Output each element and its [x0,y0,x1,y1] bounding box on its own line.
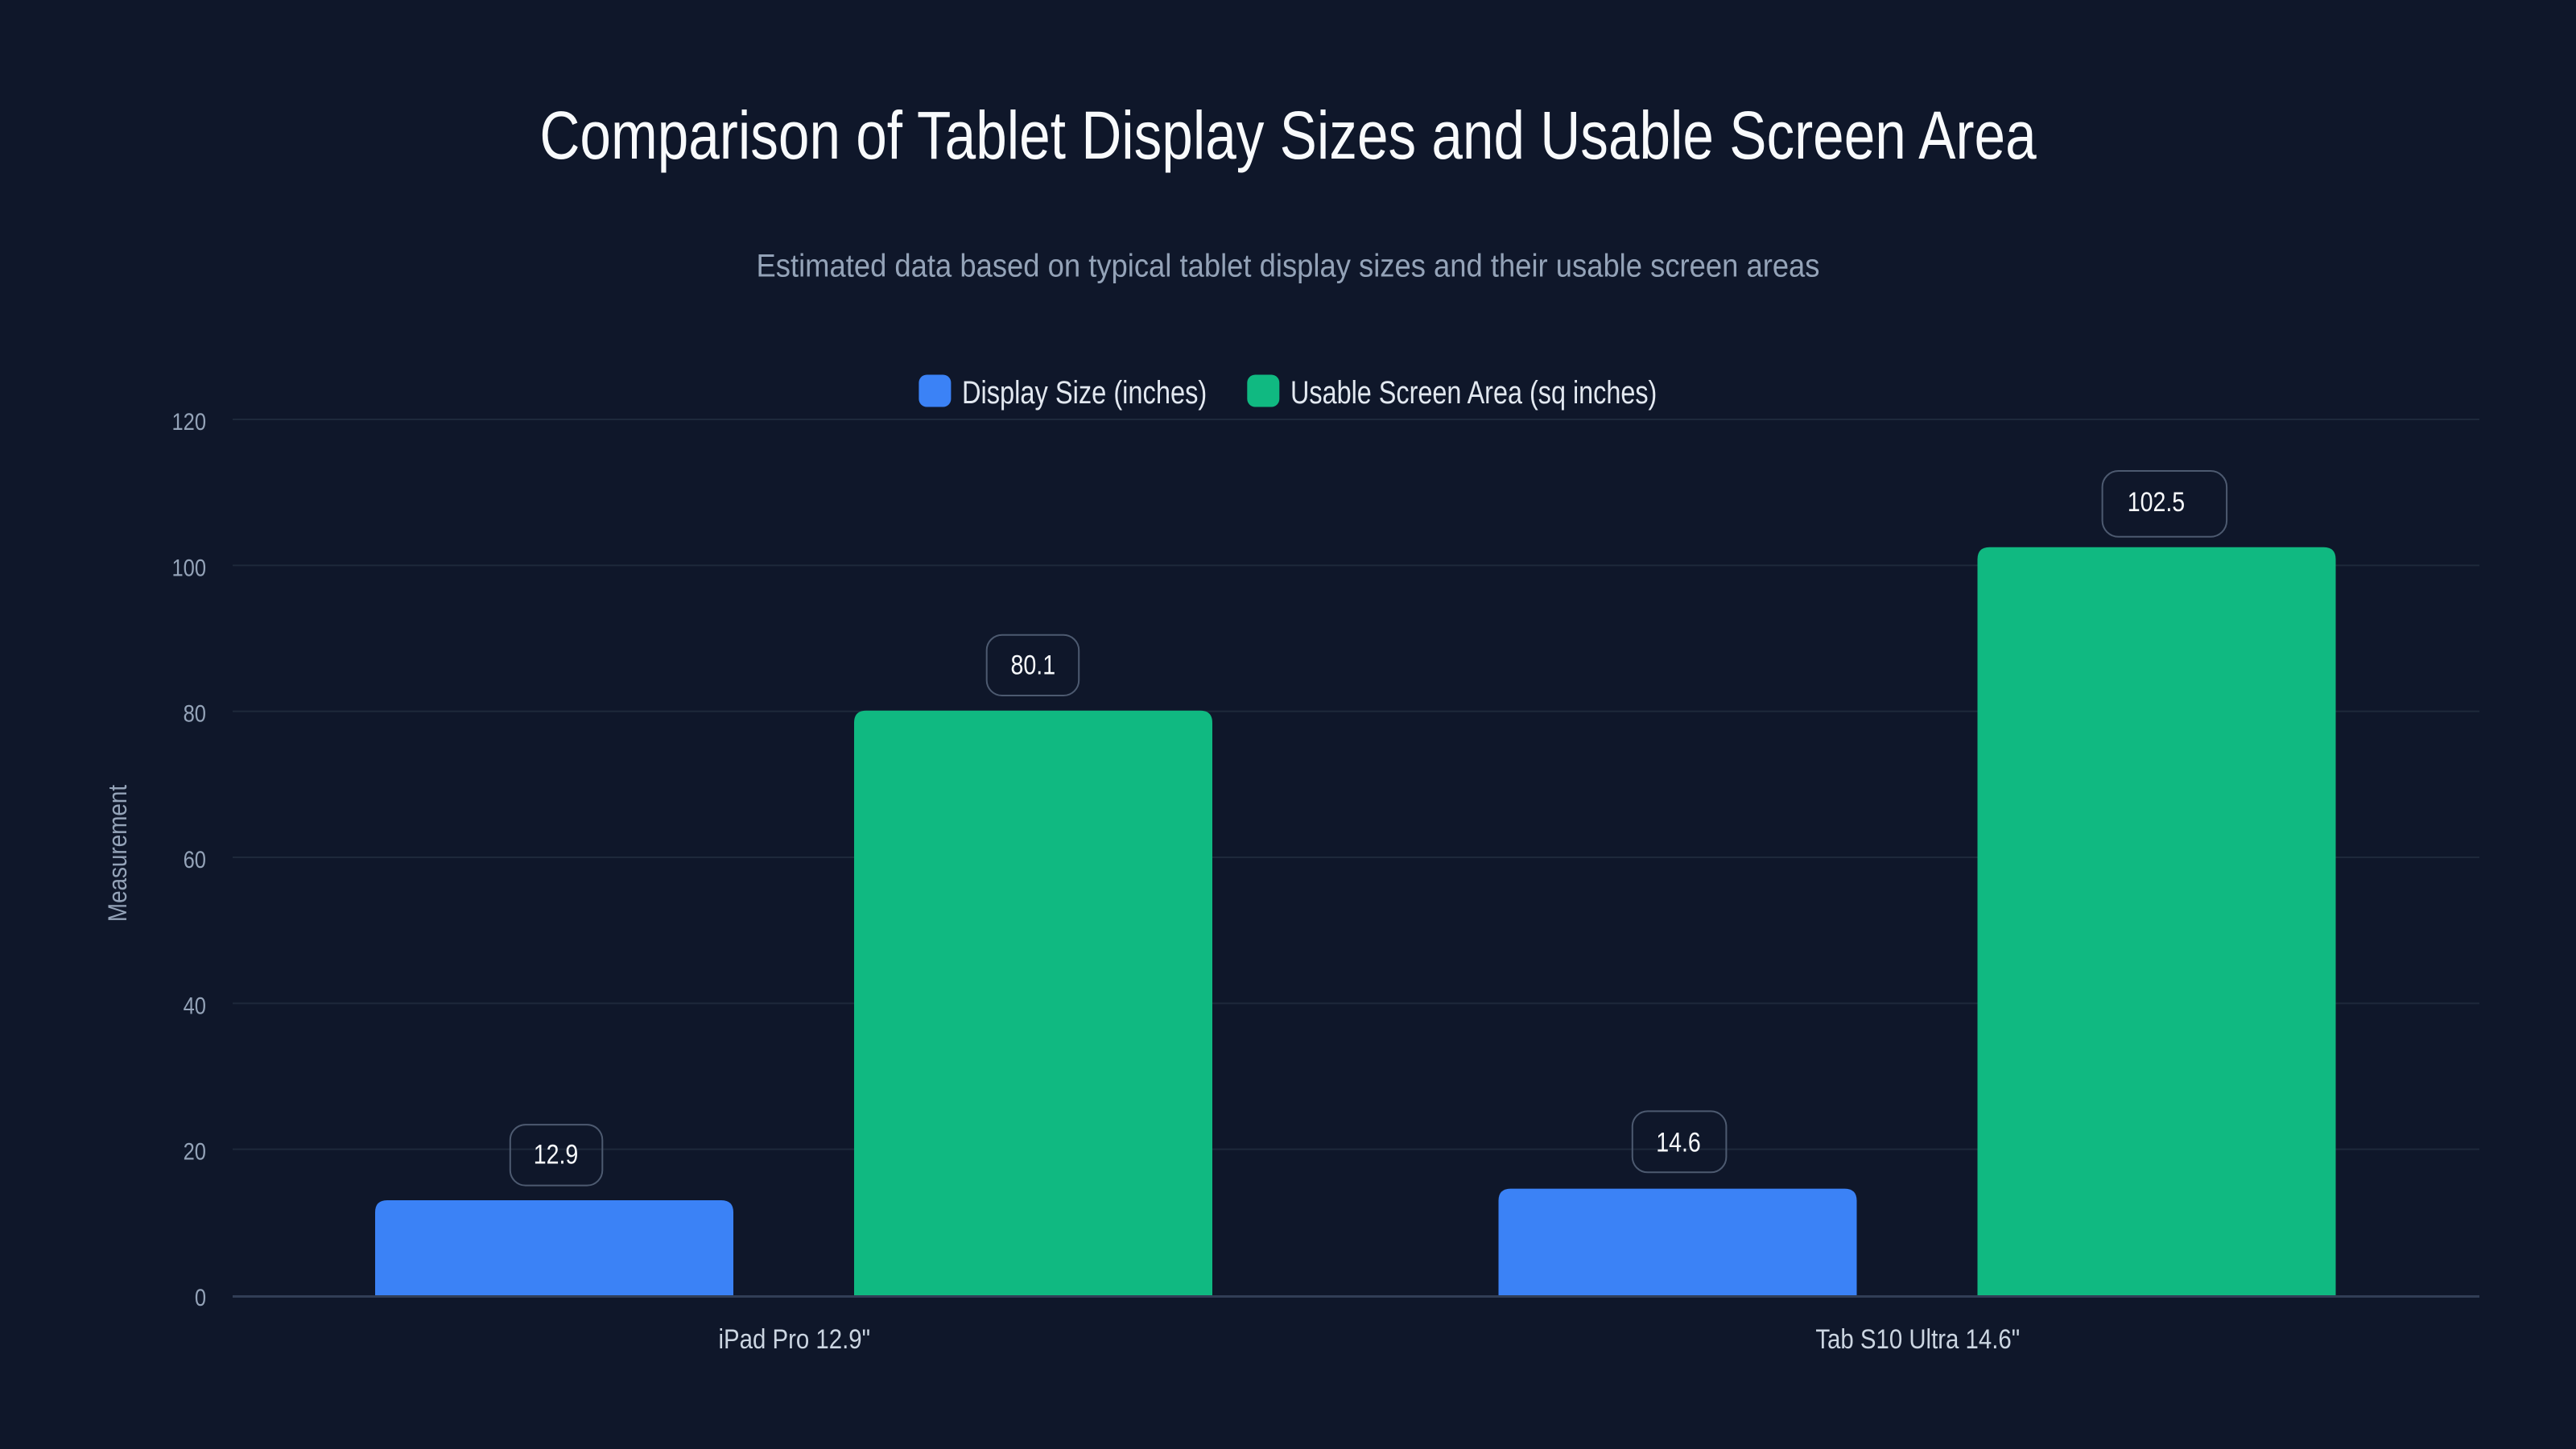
svg-text:14.6: 14.6 [1656,1127,1701,1158]
svg-text:20: 20 [184,1138,206,1165]
svg-text:Measurement: Measurement [104,784,132,922]
svg-text:Comparison of Tablet Display S: Comparison of Tablet Display Sizes and U… [539,98,2036,174]
svg-text:Estimated data based on typica: Estimated data based on typical tablet d… [756,248,1819,284]
svg-text:100: 100 [171,554,206,580]
svg-text:iPad Pro 12.9": iPad Pro 12.9" [718,1323,870,1355]
svg-text:80.1: 80.1 [1011,650,1056,680]
svg-text:120: 120 [171,408,206,435]
svg-text:0: 0 [195,1284,206,1311]
svg-text:Usable Screen Area (sq inches): Usable Screen Area (sq inches) [1290,374,1657,411]
svg-text:12.9: 12.9 [534,1139,579,1170]
svg-text:60: 60 [184,846,206,873]
svg-text:102.5: 102.5 [2128,487,2185,518]
svg-text:80: 80 [184,700,206,727]
svg-text:Tab S10 Ultra 14.6": Tab S10 Ultra 14.6" [1815,1323,2020,1355]
svg-text:Display Size (inches): Display Size (inches) [962,374,1207,411]
svg-text:40: 40 [184,992,206,1018]
